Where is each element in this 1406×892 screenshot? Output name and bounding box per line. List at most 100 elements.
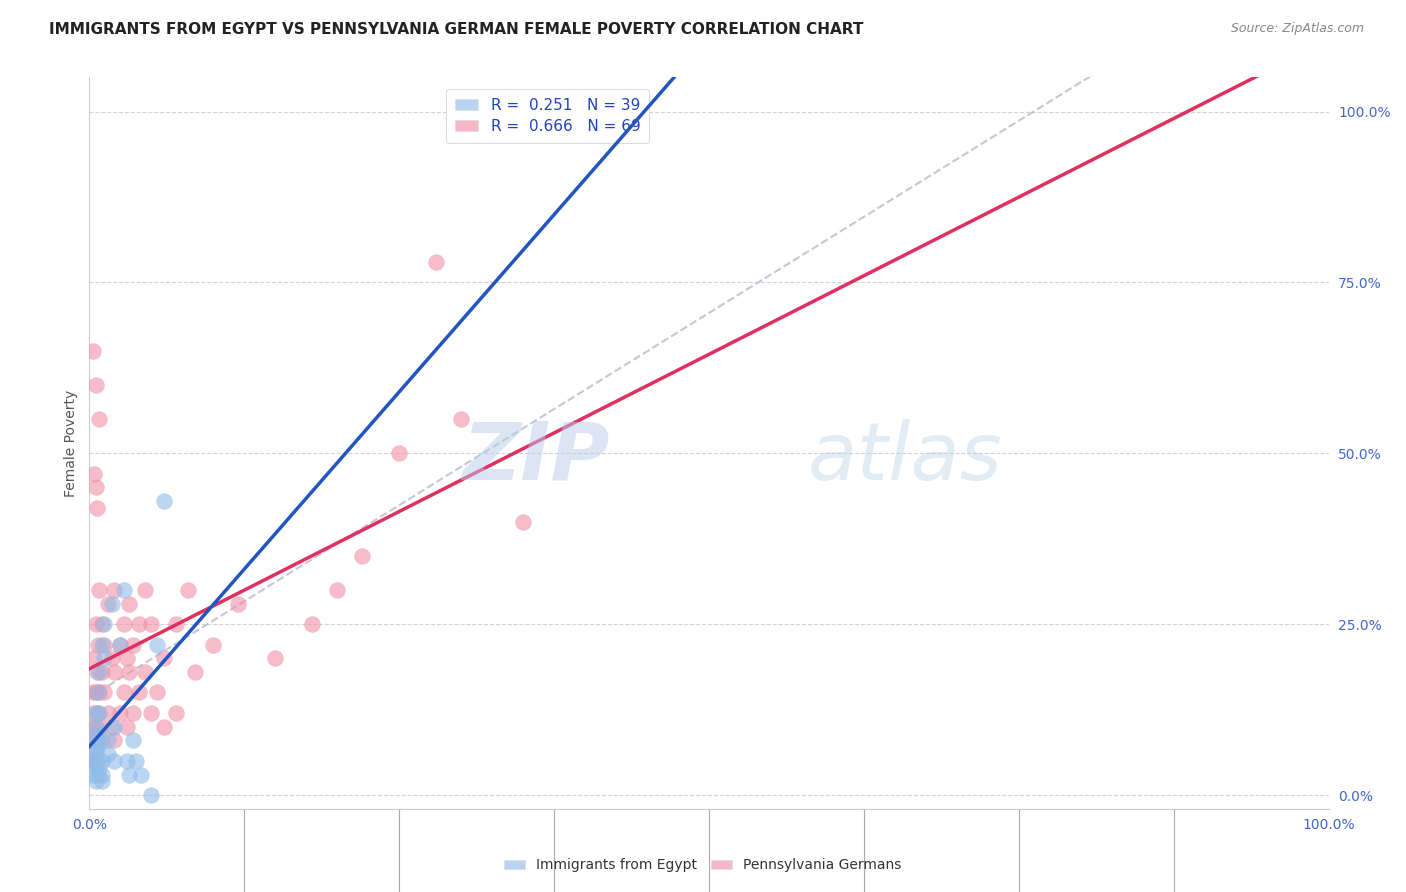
Point [89,412,111,426]
Point [84,481,107,495]
Point [128,685,150,699]
Point [89,720,111,734]
Point [165,617,187,632]
Point [115,651,138,665]
Point [82,733,104,747]
Point [141,706,163,720]
Point [83,651,105,665]
Point [89,582,111,597]
Point [87,726,110,740]
Point [89,706,111,720]
Point [84,706,107,720]
Point [90,665,112,679]
Point [90,774,112,789]
Point [86,665,108,679]
Point [84,378,107,392]
Point [121,706,143,720]
Point [103,733,125,747]
Point [112,685,135,699]
Point [83,733,105,747]
Point [103,720,125,734]
Point [89,665,111,679]
Text: Source: ZipAtlas.com: Source: ZipAtlas.com [1230,22,1364,36]
Text: atlas: atlas [808,418,1002,497]
Point [93,617,115,632]
Point [134,582,156,597]
Point [388,446,411,460]
Point [83,467,105,481]
Point [165,706,187,720]
Point [152,494,174,508]
Point [84,754,107,768]
Point [118,597,141,611]
Point [82,343,104,358]
Point [131,767,153,781]
Point [97,747,120,761]
Point [512,515,534,529]
Point [112,617,135,632]
Point [103,582,125,597]
Point [152,720,174,734]
Point [125,754,148,768]
Point [84,617,107,632]
Point [141,788,163,802]
Point [89,761,111,775]
Point [121,638,143,652]
Point [84,747,107,761]
Point [93,685,115,699]
Y-axis label: Female Poverty: Female Poverty [65,390,79,497]
Point [93,651,115,665]
Point [87,638,110,652]
Point [301,617,323,632]
Point [326,582,349,597]
Point [425,255,447,269]
Point [90,617,112,632]
Point [93,638,115,652]
Point [97,597,120,611]
Point [100,720,122,734]
Point [128,617,150,632]
Point [121,733,143,747]
Point [90,638,112,652]
Point [103,665,125,679]
Point [87,706,110,720]
Point [264,651,287,665]
Point [146,638,169,652]
Point [183,665,205,679]
Point [89,685,111,699]
Point [177,582,200,597]
Point [100,597,122,611]
Point [84,720,107,734]
Point [83,767,105,781]
Point [112,582,135,597]
Point [90,754,112,768]
Point [84,685,107,699]
Point [83,740,105,755]
Point [89,733,111,747]
Point [134,665,156,679]
Point [86,740,108,755]
Point [450,412,472,426]
Point [82,754,104,768]
Point [97,706,120,720]
Point [350,549,373,563]
Text: IMMIGRANTS FROM EGYPT VS PENNSYLVANIA GERMAN FEMALE POVERTY CORRELATION CHART: IMMIGRANTS FROM EGYPT VS PENNSYLVANIA GE… [49,22,863,37]
Point [115,720,138,734]
Point [118,767,141,781]
Legend: Immigrants from Egypt, Pennsylvania Germans: Immigrants from Egypt, Pennsylvania Germ… [499,853,907,878]
Point [83,706,105,720]
Point [84,774,107,789]
Point [82,685,104,699]
Point [87,685,110,699]
Point [152,651,174,665]
Point [90,733,112,747]
Point [118,665,141,679]
Point [84,761,107,775]
Point [110,638,132,652]
Point [97,733,120,747]
Point [100,651,122,665]
Point [226,597,249,611]
Text: ZIP: ZIP [463,418,610,497]
Point [86,500,108,515]
Point [90,767,112,781]
